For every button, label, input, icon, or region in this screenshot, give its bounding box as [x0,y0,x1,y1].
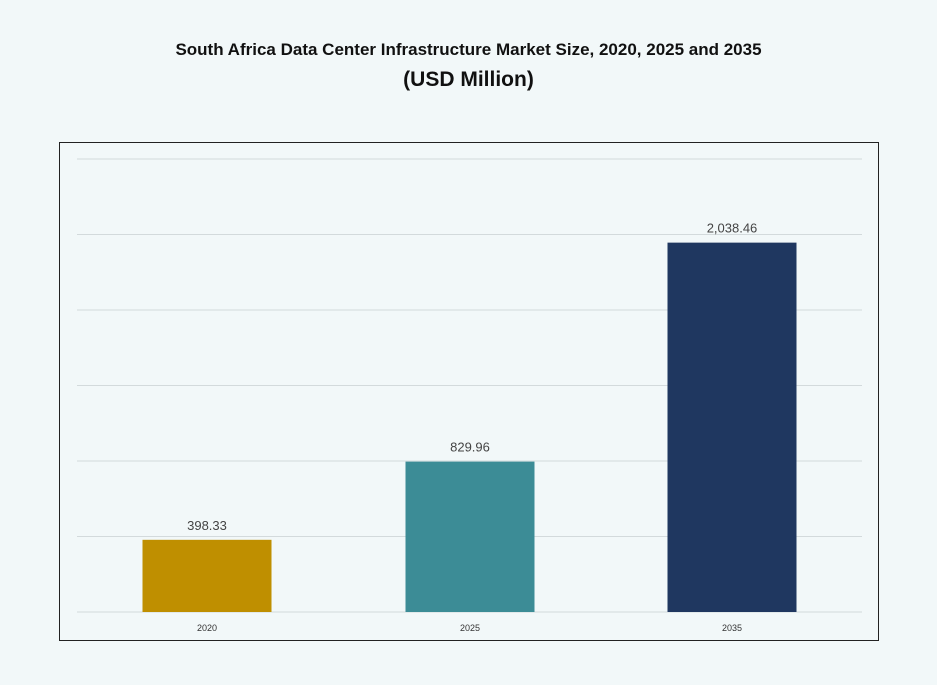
x-tick-label: 2025 [460,623,480,633]
bar-2020 [142,539,272,612]
data-label: 2,038.46 [707,221,758,236]
x-tick-label: 2035 [722,623,742,633]
chart-title: South Africa Data Center Infrastructure … [175,40,762,59]
data-label: 398.33 [187,518,227,533]
bar-2025 [405,461,535,612]
x-tick-label: 2020 [197,623,217,633]
data-label: 829.96 [450,440,490,455]
bar-2035 [667,242,797,612]
plot-frame [59,142,879,641]
chart-subtitle: (USD Million) [403,68,534,91]
